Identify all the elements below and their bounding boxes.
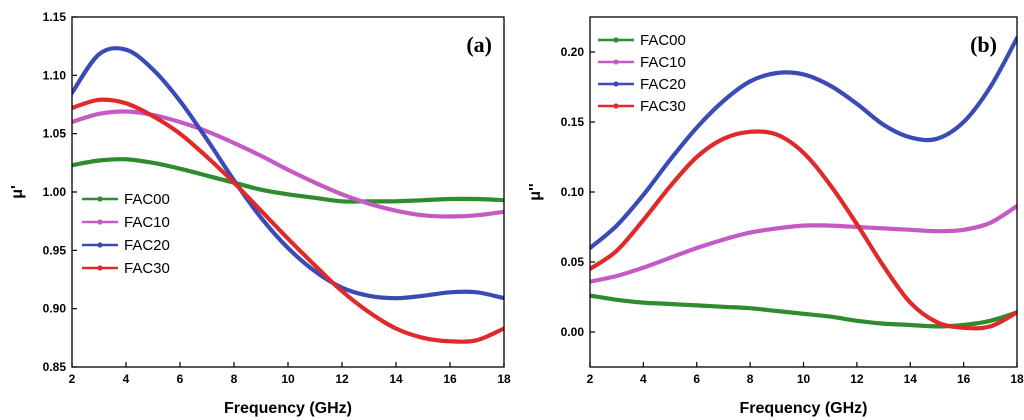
x-tick-label: 6 [177, 372, 184, 386]
x-tick-label: 10 [797, 372, 811, 386]
x-tick-label: 6 [693, 372, 700, 386]
legend-item-fac00: FAC00 [82, 191, 170, 208]
x-tick-label: 8 [231, 372, 238, 386]
x-axis-title: Frequency (GHz) [739, 400, 867, 417]
legend: FAC00 FAC10 FAC20 FAC30 [82, 191, 170, 277]
legend-item-fac30: FAC30 [598, 98, 686, 115]
x-tick-label: 14 [389, 372, 403, 386]
y-tick-label: 0.95 [43, 243, 67, 257]
y-axis-title: μ' [9, 185, 26, 199]
x-axis-title: Frequency (GHz) [224, 400, 352, 417]
legend-label: FAC30 [124, 260, 170, 277]
series-line-fac30 [590, 129, 1017, 331]
legend-marker [613, 37, 619, 43]
series-line-fac10 [590, 203, 1017, 284]
series-line-fac20 [590, 35, 1017, 251]
legend-item-fac20: FAC20 [598, 76, 686, 93]
y-tick-label: 1.10 [43, 68, 67, 82]
x-tick-label: 2 [587, 372, 594, 386]
series-layer [590, 35, 1017, 331]
x-tick-label: 4 [123, 372, 130, 386]
y-tick-label: 0.10 [561, 185, 585, 199]
legend-label: FAC00 [640, 32, 686, 49]
legend-item-fac00: FAC00 [598, 32, 686, 49]
series-line-fac30 [72, 97, 504, 344]
legend-label: FAC30 [640, 98, 686, 115]
legend-marker [97, 219, 103, 225]
y-tick-label: 0.05 [561, 255, 585, 269]
x-axis-ticks: 2 4 6 8 10 12 14 16 18 [69, 362, 511, 386]
y-tick-label: 0.85 [43, 360, 67, 374]
x-tick-label: 2 [69, 372, 76, 386]
legend-item-fac10: FAC10 [598, 54, 686, 71]
legend-label: FAC10 [124, 214, 170, 231]
legend-label: FAC00 [124, 191, 170, 208]
y-tick-label: 1.00 [43, 185, 67, 199]
legend-label: FAC20 [124, 237, 170, 254]
legend-item-fac10: FAC10 [82, 214, 170, 231]
series-line-fac00 [590, 293, 1017, 329]
y-axis-ticks: 0.00 0.05 0.10 0.15 0.20 [561, 45, 595, 339]
legend-marker [97, 265, 103, 271]
y-axis-title: μ'' [527, 183, 544, 200]
x-tick-label: 12 [335, 372, 349, 386]
y-tick-label: 0.20 [561, 45, 585, 59]
x-tick-label: 8 [747, 372, 754, 386]
x-tick-label: 16 [443, 372, 457, 386]
legend-label: FAC10 [640, 54, 686, 71]
y-tick-label: 0.00 [561, 325, 585, 339]
legend-item-fac30: FAC30 [82, 260, 170, 277]
legend-marker [613, 59, 619, 65]
series-line-fac20 [72, 46, 504, 301]
legend-label: FAC20 [640, 76, 686, 93]
y-tick-label: 0.90 [43, 302, 67, 316]
x-tick-label: 12 [850, 372, 864, 386]
panel-label: (a) [466, 32, 492, 57]
legend-marker [613, 103, 619, 109]
legend-marker [97, 196, 103, 202]
panel-label: (b) [970, 32, 997, 57]
x-axis-ticks: 2 4 6 8 10 12 14 16 18 [587, 362, 1024, 386]
y-tick-label: 1.05 [43, 127, 67, 141]
series-line-fac00 [72, 157, 504, 204]
x-tick-label: 16 [957, 372, 971, 386]
y-axis-ticks: 0.85 0.90 0.95 1.00 1.05 1.10 1.15 [43, 10, 77, 374]
legend-item-fac20: FAC20 [82, 237, 170, 254]
legend-marker [97, 242, 103, 248]
x-tick-label: 18 [1010, 372, 1024, 386]
chart-panel-a: 2 4 6 8 10 12 14 16 18 0.85 0.90 0.95 1.00 1.05 1.10 1… [9, 10, 511, 417]
chart-panel-b: 2 4 6 8 10 12 14 16 18 0.00 0.05 0.10 0.15 0.20 Freq… [527, 16, 1024, 417]
y-tick-label: 1.15 [43, 10, 67, 24]
y-tick-label: 0.15 [561, 115, 585, 129]
series-layer [72, 46, 504, 344]
x-tick-label: 4 [640, 372, 647, 386]
legend: FAC00 FAC10 FAC20 FAC30 [598, 32, 686, 115]
x-tick-label: 14 [904, 372, 918, 386]
x-tick-label: 10 [281, 372, 295, 386]
x-tick-label: 18 [497, 372, 511, 386]
legend-marker [613, 81, 619, 87]
